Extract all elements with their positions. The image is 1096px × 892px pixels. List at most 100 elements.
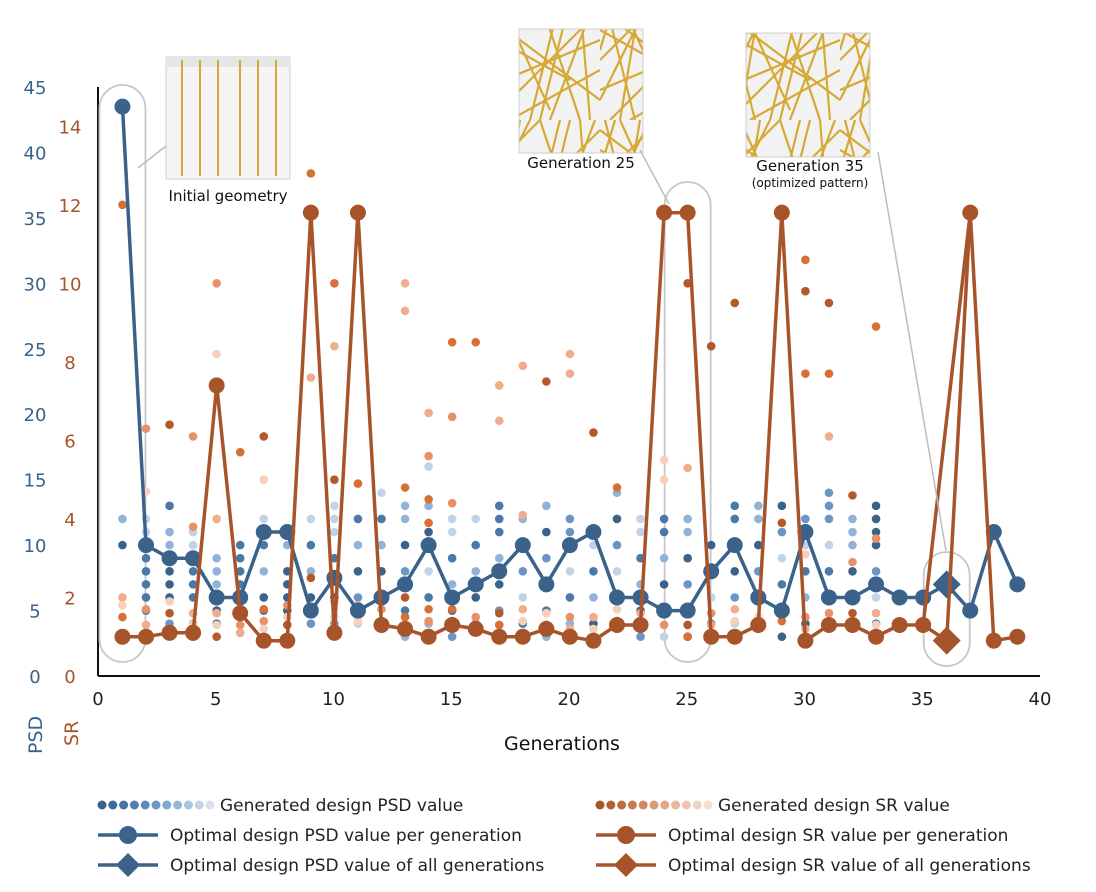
sr-optimal-point bbox=[609, 616, 625, 633]
sr-generated-point bbox=[259, 475, 269, 484]
sr-generated-point bbox=[471, 337, 481, 347]
x-tick-label: 0 bbox=[92, 689, 103, 710]
sr-generated-point bbox=[424, 604, 433, 614]
psd-generated-point bbox=[636, 632, 645, 642]
psd-generated-point bbox=[118, 514, 127, 524]
psd-generated-point bbox=[377, 514, 386, 524]
sr-generated-point bbox=[212, 620, 221, 630]
sr-optimal-point bbox=[232, 605, 249, 622]
legend-label: Optimal design PSD value of all generati… bbox=[170, 856, 544, 876]
sr-generated-point bbox=[424, 518, 433, 528]
legend-item: Generated design SR value bbox=[595, 796, 950, 816]
psd-optimal-point bbox=[844, 589, 861, 606]
psd-generated-point bbox=[871, 501, 881, 511]
psd-generated-point bbox=[259, 593, 269, 602]
sr-generated-point bbox=[259, 616, 269, 626]
sr-optimal-point bbox=[1009, 628, 1026, 645]
sr-optimal-point bbox=[302, 204, 319, 221]
psd-generated-point bbox=[447, 580, 457, 589]
sr-generated-point bbox=[235, 447, 245, 457]
sr-generated-point bbox=[542, 608, 551, 618]
legend-swatch-dot bbox=[649, 800, 659, 810]
psd-generated-point bbox=[330, 501, 339, 511]
highlight-bubble-0 bbox=[98, 84, 147, 663]
legend-swatch-dot bbox=[119, 800, 129, 810]
psd-generated-point bbox=[612, 514, 622, 524]
sr-optimal-point bbox=[750, 616, 767, 633]
psd-generated-point bbox=[777, 501, 787, 511]
sr-optimal-point bbox=[797, 632, 814, 649]
sr-generated-point bbox=[306, 573, 316, 583]
psd-optimal-point bbox=[420, 537, 437, 554]
psd-generated-point bbox=[848, 527, 857, 537]
sr-generated-point bbox=[801, 286, 810, 296]
inset-generation-35: Generation 35 (optimized pattern) bbox=[745, 32, 871, 190]
psd-generated-point bbox=[188, 580, 198, 589]
legend-swatch-marker bbox=[119, 826, 137, 844]
psd-generated-point bbox=[306, 566, 316, 576]
x-axis-label: Generations bbox=[504, 733, 620, 755]
psd-generated-point bbox=[730, 593, 740, 602]
sr-optimal-point bbox=[844, 616, 861, 633]
legend-swatch-dot bbox=[108, 800, 118, 810]
sr-generated-point bbox=[494, 381, 504, 390]
sr-generated-point bbox=[824, 298, 834, 308]
psd-generated-point bbox=[824, 540, 834, 550]
psd-generated-point bbox=[471, 593, 481, 602]
psd-generated-point bbox=[306, 540, 316, 550]
sr-generated-point bbox=[330, 341, 339, 351]
psd-generated-point bbox=[824, 514, 834, 524]
psd-generated-point bbox=[306, 619, 316, 628]
psd-generated-point bbox=[659, 527, 669, 537]
psd-generated-point bbox=[141, 566, 151, 576]
sr-generated-point bbox=[188, 432, 198, 441]
sr-generated-point bbox=[353, 616, 363, 626]
psd-generated-point bbox=[400, 501, 410, 511]
legend-swatch-dot bbox=[627, 800, 637, 810]
sr-generated-point bbox=[141, 424, 151, 433]
psd-generated-point bbox=[353, 593, 363, 602]
sr-optimal-point bbox=[703, 628, 720, 645]
sr-generated-point bbox=[353, 479, 363, 488]
axes bbox=[97, 87, 1040, 677]
sr-tick-label: 8 bbox=[64, 353, 75, 374]
sr-optimal-point bbox=[561, 628, 578, 645]
legend-label: Generated design PSD value bbox=[220, 796, 463, 816]
legend-swatch-dot bbox=[606, 800, 616, 810]
psd-generated-point bbox=[871, 514, 881, 524]
psd-generated-point bbox=[141, 553, 151, 563]
psd-optimal-point bbox=[538, 576, 555, 593]
psd-generated-point bbox=[471, 514, 481, 524]
psd-generated-point bbox=[612, 566, 622, 576]
sr-optimal-line bbox=[122, 210, 1018, 643]
psd-optimal-point bbox=[514, 537, 531, 554]
psd-generated-point bbox=[589, 593, 598, 602]
psd-optimal-point bbox=[161, 550, 178, 567]
sr-generated-point bbox=[259, 604, 269, 614]
sr-generated-point bbox=[212, 608, 221, 618]
psd-tick-label: 5 bbox=[29, 602, 40, 623]
psd-generated-point bbox=[235, 553, 245, 563]
x-tick-label: 30 bbox=[793, 689, 816, 710]
x-tick-label: 40 bbox=[1029, 689, 1052, 710]
psd-generated-point bbox=[754, 501, 763, 511]
inset-caption-gen25: Generation 25 bbox=[527, 154, 635, 172]
inset-caption-initial: Initial geometry bbox=[169, 187, 288, 205]
psd-tick-label: 15 bbox=[24, 471, 47, 492]
psd-generated-point bbox=[801, 514, 810, 524]
psd-generated-point bbox=[636, 527, 645, 537]
psd-generated-point bbox=[424, 593, 433, 602]
psd-generated-point bbox=[871, 593, 881, 602]
psd-optimal-point bbox=[444, 589, 461, 606]
psd-generated-point bbox=[636, 514, 645, 524]
psd-optimal-point bbox=[255, 524, 272, 541]
sr-generated-point bbox=[824, 369, 834, 378]
sr-generated-point bbox=[447, 337, 457, 347]
sr-optimal-point bbox=[444, 616, 461, 633]
psd-generated-point bbox=[777, 553, 787, 563]
legend-swatch-dot bbox=[140, 800, 150, 810]
psd-generated-point bbox=[330, 553, 339, 563]
sr-generated-point bbox=[212, 514, 221, 524]
psd-generated-point bbox=[659, 580, 669, 589]
sr-generated-point bbox=[330, 279, 339, 288]
